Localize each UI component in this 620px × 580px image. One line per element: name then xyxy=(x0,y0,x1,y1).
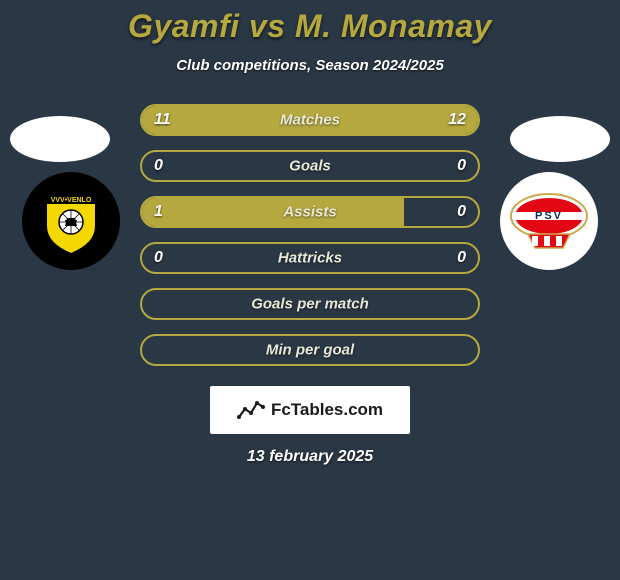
club-logo-left: VVV•VENLO xyxy=(22,172,120,270)
stat-row: Matches 11 12 xyxy=(140,104,480,136)
stat-bars: Matches1112Goals00Assists10Hattricks00Go… xyxy=(140,104,480,366)
stat-value-right: 12 xyxy=(448,111,466,129)
stat-label: Min per goal xyxy=(266,342,354,359)
stat-label: Assists xyxy=(283,204,336,221)
stat-value-left: 0 xyxy=(154,249,163,267)
stat-fill-left xyxy=(142,198,404,226)
club-logo-right: PSV xyxy=(500,172,598,270)
fctables-text: FcTables.com xyxy=(271,400,383,420)
svg-text:PSV: PSV xyxy=(535,210,563,222)
stat-row: Assists 1 0 xyxy=(140,196,480,228)
player-avatar-right xyxy=(510,116,610,162)
stat-row: Min per goal xyxy=(140,334,480,366)
fctables-logo-icon xyxy=(237,399,265,421)
stat-value-left: 1 xyxy=(154,203,163,221)
stat-value-left: 11 xyxy=(154,111,171,129)
svg-text:VVV•VENLO: VVV•VENLO xyxy=(51,197,92,204)
page-subtitle: Club competitions, Season 2024/2025 xyxy=(176,57,444,74)
player-avatar-left xyxy=(10,116,110,162)
stat-value-right: 0 xyxy=(457,249,466,267)
stat-label: Matches xyxy=(280,112,340,129)
psv-badge-icon: PSV xyxy=(508,190,590,252)
fctables-brand: FcTables.com xyxy=(210,386,410,434)
stat-value-right: 0 xyxy=(457,157,466,175)
venlo-shield-icon: VVV•VENLO xyxy=(41,186,101,256)
stat-row: Goals per match xyxy=(140,288,480,320)
stat-value-right: 0 xyxy=(457,203,466,221)
stat-label: Goals xyxy=(289,158,331,175)
stat-label: Hattricks xyxy=(278,250,342,267)
stat-label: Goals per match xyxy=(251,296,369,313)
page-title: Gyamfi vs M. Monamay xyxy=(128,8,492,45)
stat-row: Hattricks 0 0 xyxy=(140,242,480,274)
stat-row: Goals 0 0 xyxy=(140,150,480,182)
date-text: 13 february 2025 xyxy=(247,448,373,466)
stat-value-left: 0 xyxy=(154,157,163,175)
